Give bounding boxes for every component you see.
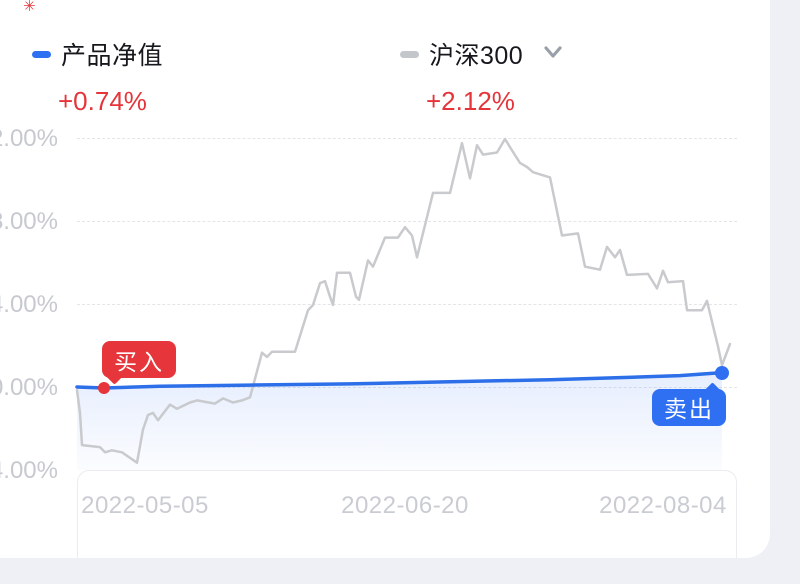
- y-tick-label: 0.00%: [0, 374, 58, 401]
- legend-benchmark: 沪深300 +2.12%: [400, 36, 567, 117]
- buy-badge: 买入: [102, 341, 176, 378]
- benchmark-swatch-icon: [400, 50, 419, 58]
- y-tick-label: 8.00%: [0, 208, 58, 235]
- benchmark-change: +2.12%: [426, 86, 515, 116]
- chart-plot-area[interactable]: [77, 120, 737, 471]
- sell-point-icon: [715, 365, 729, 380]
- benchmark-selector[interactable]: 沪深300: [400, 36, 567, 72]
- product-nav-label: 产品净值: [61, 42, 164, 70]
- chevron-down-icon: [539, 39, 567, 70]
- product-nav-swatch-icon: [32, 50, 51, 58]
- corner-red-mark: ✳: [23, 0, 36, 15]
- product-nav-change: +0.74%: [58, 86, 147, 116]
- sell-badge: 卖出: [652, 388, 726, 426]
- y-tick-label: -4.00%: [0, 457, 58, 484]
- buy-point-icon: [98, 382, 110, 394]
- chart-card: ✳ 产品净值 +0.74% 沪深300 +2.12% 12.00% 8.00% …: [0, 0, 770, 558]
- x-tick-label: 2022-05-05: [81, 492, 209, 519]
- x-tick-label: 2022-06-20: [341, 492, 469, 519]
- benchmark-label: 沪深300: [429, 42, 524, 70]
- plot-bottom-border: [77, 470, 737, 558]
- y-tick-label: 12.00%: [0, 125, 58, 152]
- x-tick-label: 2022-08-04: [599, 492, 727, 519]
- y-tick-label: 4.00%: [0, 291, 58, 318]
- legend-product-nav: 产品净值 +0.74%: [32, 36, 163, 117]
